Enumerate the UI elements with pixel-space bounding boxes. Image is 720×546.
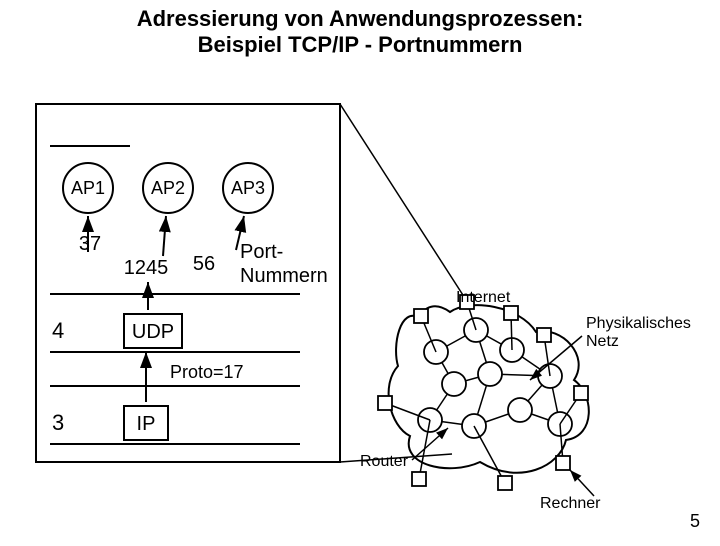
port1245: 1245 [124, 257, 169, 279]
port-caption-2: Nummern [240, 265, 328, 287]
host-square-8 [556, 456, 570, 470]
port56: 56 [193, 253, 215, 275]
host-link-7 [474, 426, 505, 483]
host-square-6 [412, 472, 426, 486]
leader-line-top [340, 104, 470, 306]
page-number: 5 [690, 511, 700, 532]
ap2-label: AP2 [151, 178, 185, 198]
label-arrow-2 [570, 470, 594, 496]
udp-label: UDP [132, 321, 174, 343]
host-square-4 [378, 396, 392, 410]
diagram-svg: AP1 AP2 AP3 37 1245 56 Port-Nummern UDP IP 4 3 Prot… [0, 6, 720, 546]
router-node-4 [478, 362, 502, 386]
phys-label-2: Netz [586, 333, 619, 350]
proto-label: Proto=17 [170, 362, 244, 382]
layer-3: 3 [52, 410, 64, 435]
router-node-8 [508, 398, 532, 422]
router-label: Router [360, 453, 409, 470]
host-square-0 [414, 309, 428, 323]
stack-arrow-1 [163, 216, 166, 256]
port-caption-1: Port- [240, 241, 283, 263]
internet-label: Internet [456, 289, 511, 306]
host-square-7 [498, 476, 512, 490]
layer-4: 4 [52, 318, 64, 343]
host-square-3 [537, 328, 551, 342]
host-square-2 [504, 306, 518, 320]
router-node-3 [442, 372, 466, 396]
ap3-label: AP3 [231, 178, 265, 198]
ip-label: IP [137, 413, 156, 435]
host-square-5 [574, 386, 588, 400]
ap1-label: AP1 [71, 178, 105, 198]
phys-label-1: Physikalisches [586, 315, 691, 332]
port37: 37 [79, 233, 101, 255]
rechner-label: Rechner [540, 495, 601, 512]
